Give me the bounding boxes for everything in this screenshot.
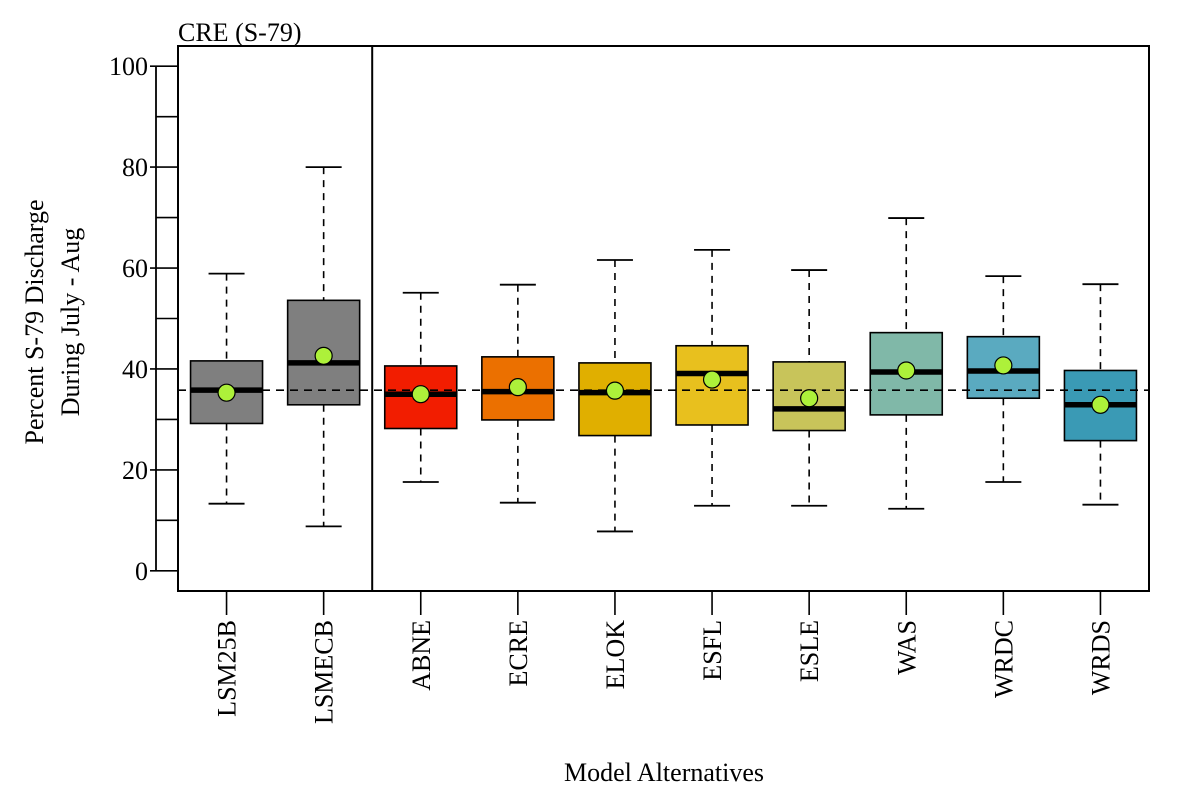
plot-area [177, 45, 1150, 592]
boxes-layer [178, 166, 1149, 533]
y-tick-label: 20 [122, 456, 148, 485]
mean-marker [702, 370, 722, 389]
y-axis-label-line-2: During July - Aug [56, 228, 85, 417]
y-tick-label: 80 [122, 153, 148, 182]
x-tick-label: ABNE [407, 620, 436, 691]
mean-marker [897, 361, 916, 380]
x-tick-label: WRDC [989, 620, 1018, 698]
box-WAS [869, 217, 944, 510]
x-tick-label: ECRE [504, 620, 533, 686]
chart-title: CRE (S-79) [178, 18, 302, 47]
mean-marker [605, 381, 625, 400]
mean-marker [217, 383, 236, 402]
y-tick-label: 100 [109, 52, 148, 81]
y-tick-label: 40 [122, 355, 148, 384]
mean-marker [1091, 395, 1110, 414]
x-tick-label: ESLE [795, 620, 824, 682]
mean-marker [411, 385, 430, 404]
x-tick-label: ESFL [698, 620, 727, 681]
x-tick-label: LSMECB [310, 620, 339, 724]
mean-marker [508, 378, 527, 397]
mean-marker [994, 356, 1013, 375]
x-axis-label: Model Alternatives [564, 758, 764, 787]
mean-marker [314, 346, 333, 365]
x-tick-label: LSM25B [213, 620, 242, 717]
y-tick-label: 0 [135, 557, 148, 586]
x-axis: LSM25B LSMECB ABNE ECRE ELOK ESFL ESLE WAS WRDC W… [213, 591, 1115, 724]
box-iqr [675, 344, 749, 426]
x-tick-label: WAS [892, 620, 921, 675]
plot-frame [177, 45, 1150, 592]
y-tick-label: 60 [122, 254, 148, 283]
mean-marker [800, 389, 819, 408]
box-WRDC [966, 275, 1041, 483]
x-tick-label: ELOK [601, 620, 630, 690]
box-LSMECB [286, 166, 361, 528]
box-ESLE [772, 269, 846, 507]
y-axis: 0 20 40 60 80 100 [109, 52, 178, 586]
y-axis-label-line-1: Percent S-79 Discharge [20, 199, 49, 444]
x-tick-label: WRDS [1086, 620, 1115, 695]
box-WRDS [1063, 283, 1138, 506]
